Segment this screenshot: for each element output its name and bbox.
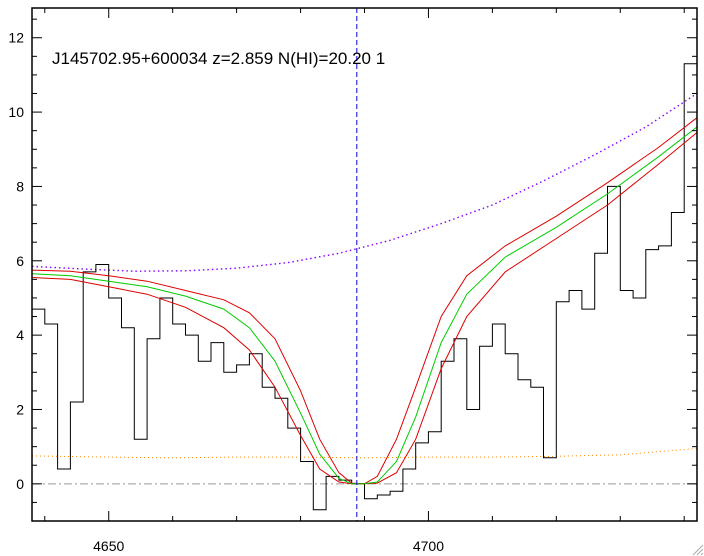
model-upper-series	[32, 117, 697, 485]
error-series	[32, 448, 697, 459]
flux-series	[32, 37, 697, 511]
y-tick-label: 4	[16, 327, 24, 343]
resize-grip-icon[interactable]	[690, 542, 704, 556]
plot-area	[32, 8, 697, 521]
x-tick-label: 4700	[413, 538, 444, 554]
continuum-series	[32, 92, 697, 272]
y-tick-label: 12	[8, 30, 24, 46]
y-tick-label: 0	[16, 476, 24, 492]
plot-frame	[31, 7, 698, 522]
axis-layer: 4650 4700 0 2 4 6 8 10 12	[8, 7, 698, 554]
x-tick-label: 4650	[93, 538, 124, 554]
series-layer	[32, 8, 697, 521]
y-tick-label: 6	[16, 253, 24, 269]
chart-title: J145702.95+600034 z=2.859 N(HI)=20.20 1	[52, 49, 385, 68]
y-tick-label: 8	[16, 178, 24, 194]
y-tick-label: 10	[8, 104, 24, 120]
y-tick-label: 2	[16, 401, 24, 417]
model-lower-series	[32, 132, 697, 485]
model-series	[32, 126, 697, 485]
